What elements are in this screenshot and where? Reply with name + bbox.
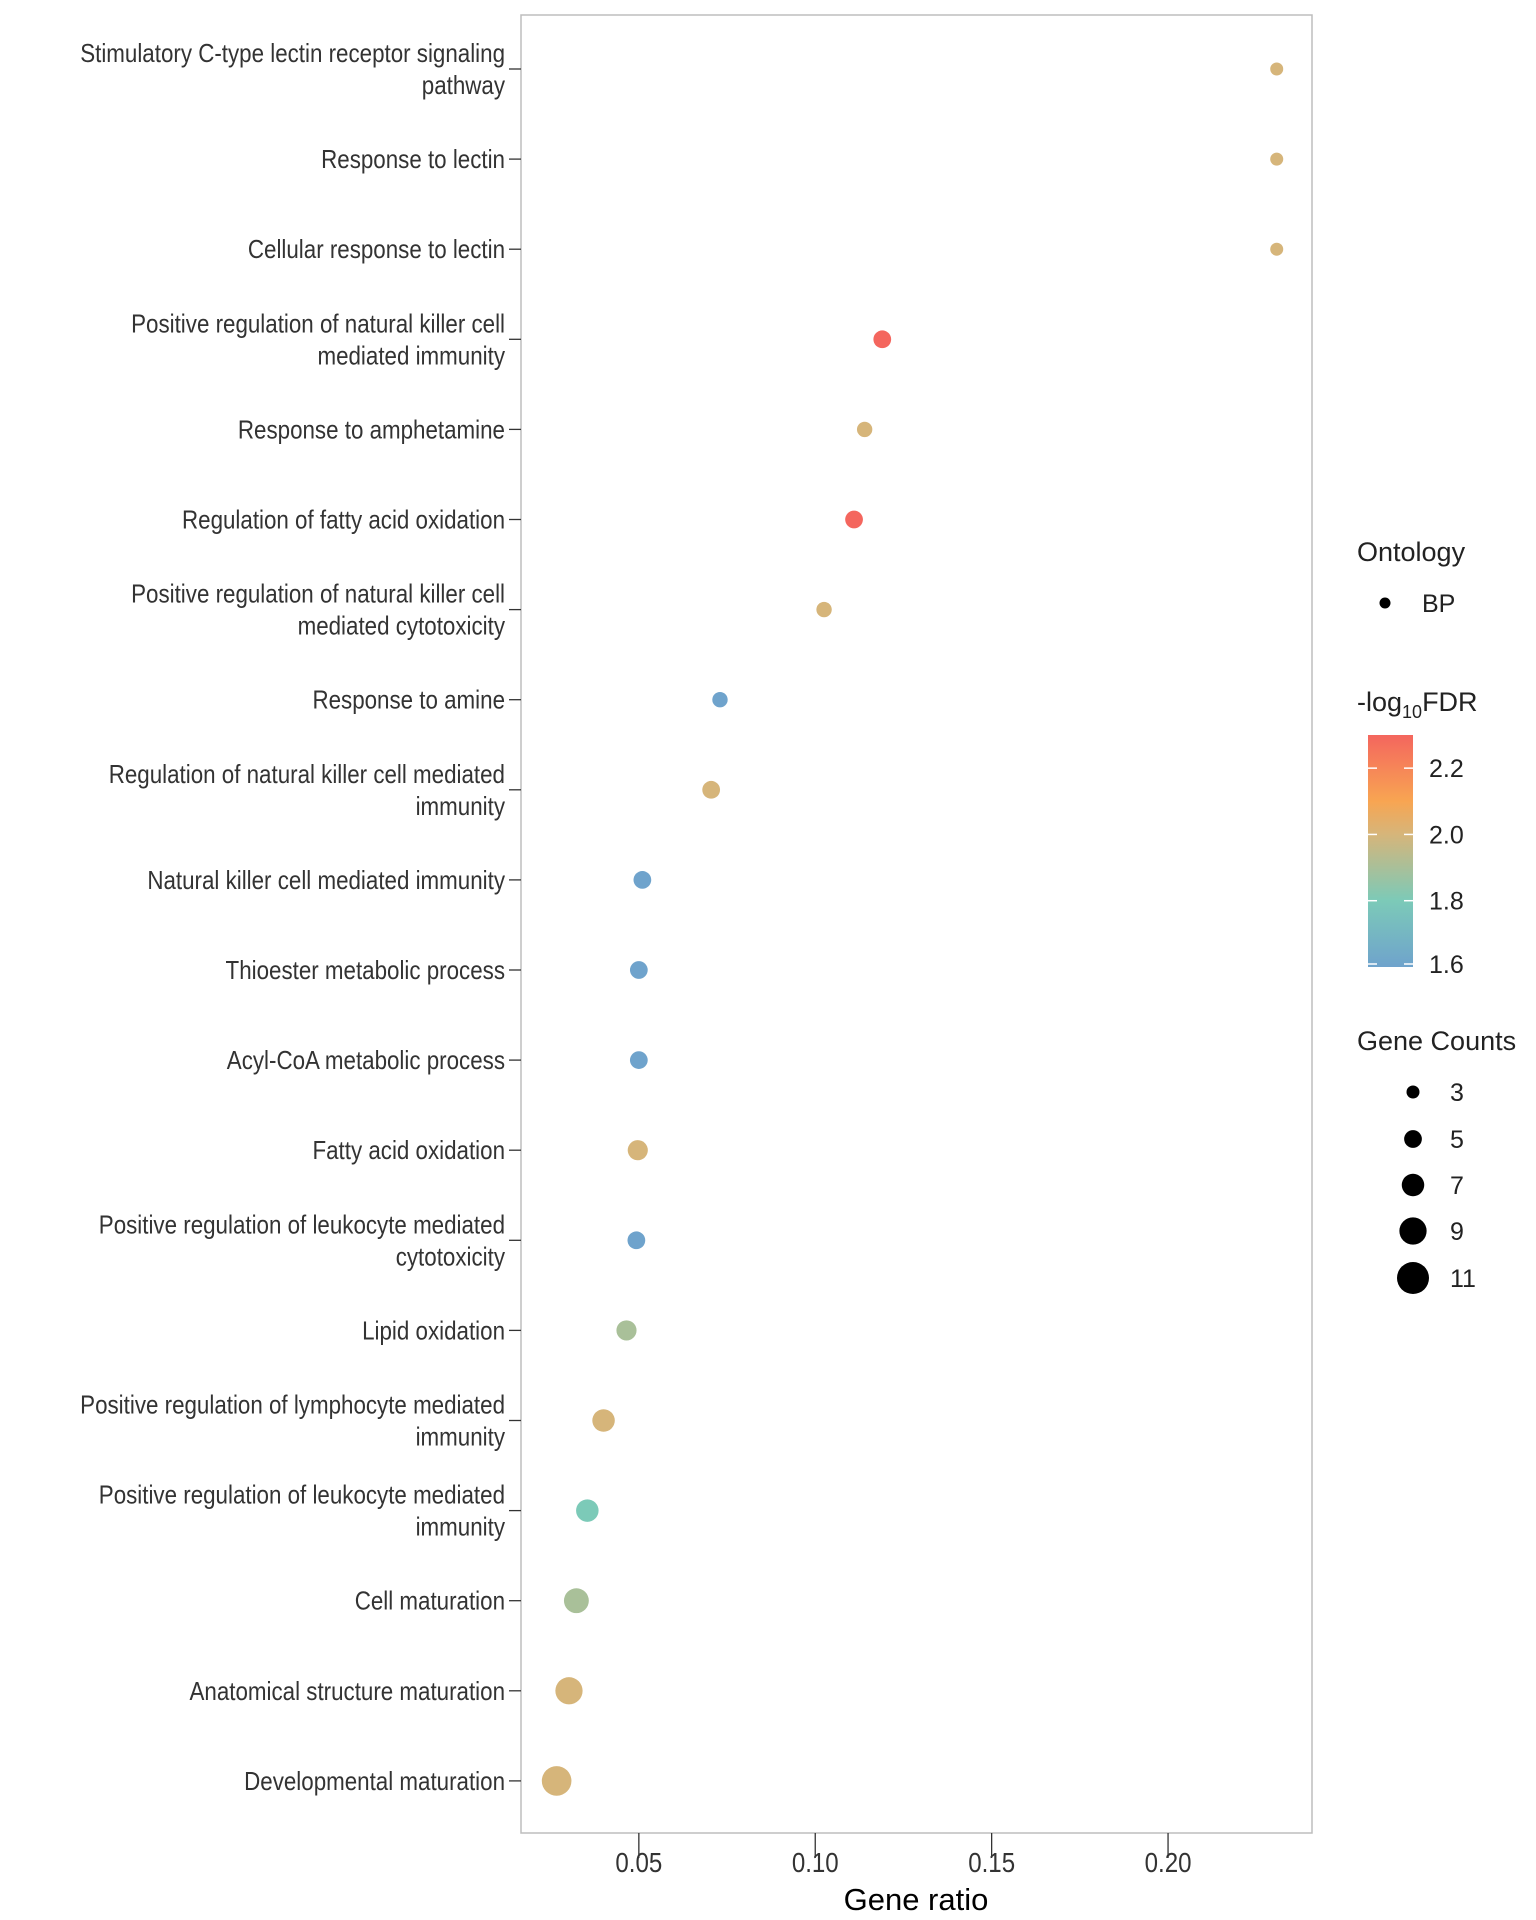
svg-text:Response to lectin: Response to lectin [321,146,505,175]
data-point [816,601,832,618]
y-tick-label: Acyl-CoA metabolic process [227,1047,505,1076]
legend-size-dot [1401,1173,1425,1197]
y-tick-label: Cellular response to lectin [248,236,505,265]
legend-color: -log10FDR 2.2 2.0 1.8 1.6 [1357,687,1478,979]
colorbar [1368,735,1413,967]
svg-text:Fatty acid oxidation: Fatty acid oxidation [312,1137,505,1166]
y-tick-label: Cell maturation [355,1587,505,1616]
legend-size-label: 7 [1450,1172,1464,1200]
legend-size: Gene Counts 3 5 7 9 11 [1357,1026,1516,1294]
data-point [845,510,863,529]
colorbar-label: 1.6 [1429,951,1464,979]
data-point [627,1231,646,1250]
data-point [633,871,652,889]
data-point [616,1320,637,1341]
svg-text:Thioester metabolic process: Thioester metabolic process [226,956,505,985]
svg-text:Developmental maturation: Developmental maturation [244,1767,505,1796]
svg-text:Stimulatory C-type lectin rece: Stimulatory C-type lectin receptor signa… [80,39,506,100]
legend-size-dot [1404,1130,1422,1148]
y-tick-label: Anatomical structure maturation [190,1677,505,1706]
data-point [873,330,892,349]
x-tick-label: 0.15 [968,1846,1015,1878]
y-axis: Stimulatory C-type lectin receptor signa… [80,39,521,1796]
y-tick-label: Natural killer cell mediated immunity [147,866,505,895]
y-tick-label: Response to amine [312,686,505,715]
svg-text:0.05: 0.05 [615,1846,662,1878]
y-tick-label: Positive regulation of lymphocyte mediat… [80,1391,506,1452]
y-tick-label: Response to amphetamine [238,416,505,445]
svg-text:0.10: 0.10 [792,1846,839,1878]
plot-panel [520,14,1313,1834]
legend-size-label: 5 [1450,1126,1464,1154]
legend-size-dot [1397,1262,1429,1294]
data-point [629,1051,648,1069]
data-point [627,1140,648,1161]
data-point [541,1766,572,1796]
data-point [592,1409,615,1432]
svg-text:Positive regulation of lymphoc: Positive regulation of lymphocyte mediat… [80,1391,506,1452]
data-point [563,1588,589,1614]
data-point [1270,242,1284,256]
svg-text:Positive regulation of natural: Positive regulation of natural killer ce… [131,310,506,371]
y-tick-label: Regulation of natural killer cell mediat… [109,760,506,821]
data-point [702,780,721,799]
data-point [1270,62,1284,76]
legend-size-label: 9 [1450,1218,1464,1246]
y-tick-label: Positive regulation of natural killer ce… [131,580,506,641]
svg-text:Lipid oxidation: Lipid oxidation [362,1317,505,1346]
svg-text:Cellular response to lectin: Cellular response to lectin [248,236,505,265]
data-point [712,692,728,708]
legend-size-label: 11 [1450,1265,1476,1293]
y-tick-label: Response to lectin [321,146,505,175]
svg-text:Positive regulation of leukocy: Positive regulation of leukocyte mediate… [99,1481,506,1542]
svg-text:Acyl-CoA metabolic process: Acyl-CoA metabolic process [227,1047,505,1076]
colorbar-label: 2.0 [1429,821,1464,849]
svg-text:Regulation of natural killer c: Regulation of natural killer cell mediat… [109,760,506,821]
legend-ontology-title: Ontology [1357,537,1466,567]
x-axis-title: Gene ratio [844,1882,989,1917]
svg-text:Positive regulation of natural: Positive regulation of natural killer ce… [131,580,506,641]
svg-text:Natural killer cell mediated i: Natural killer cell mediated immunity [147,866,505,895]
data-point [1270,152,1284,166]
svg-text:Positive regulation of leukocy: Positive regulation of leukocyte mediate… [99,1211,506,1272]
legend-color-title: -log10FDR [1357,687,1478,722]
y-tick-label: Positive regulation of natural killer ce… [131,310,506,371]
data-point [555,1677,583,1705]
data-point [856,421,873,438]
legend-size-label: 3 [1450,1079,1464,1107]
svg-text:0.15: 0.15 [968,1846,1015,1878]
y-tick-label: Positive regulation of leukocyte mediate… [99,1481,506,1542]
y-tick-label: Stimulatory C-type lectin receptor signa… [80,39,506,100]
svg-text:0.20: 0.20 [1145,1846,1192,1878]
legend-ontology-dot [1379,597,1391,609]
legend-size-dot [1399,1217,1427,1245]
x-tick-label: 0.10 [792,1846,839,1878]
data-points [541,62,1284,1796]
x-tick-label: 0.20 [1145,1846,1192,1878]
y-tick-label: Developmental maturation [244,1767,505,1796]
legend-ontology: Ontology BP [1357,537,1466,618]
legend-size-title: Gene Counts [1357,1026,1516,1056]
colorbar-label: 2.2 [1429,755,1464,783]
legend-size-dot [1406,1085,1420,1099]
y-tick-label: Regulation of fatty acid oxidation [182,506,505,535]
svg-text:Regulation of fatty acid oxida: Regulation of fatty acid oxidation [182,506,505,535]
y-tick-label: Thioester metabolic process [226,956,505,985]
data-point [576,1499,599,1522]
svg-text:Cell maturation: Cell maturation [355,1587,505,1616]
x-axis: 0.05 0.10 0.15 0.20 [615,1833,1191,1878]
y-tick-label: Positive regulation of leukocyte mediate… [99,1211,506,1272]
x-tick-label: 0.05 [615,1846,662,1878]
y-tick-label: Fatty acid oxidation [312,1137,505,1166]
legend-ontology-label: BP [1422,590,1455,618]
y-tick-label: Lipid oxidation [362,1317,505,1346]
svg-text:Response to amphetamine: Response to amphetamine [238,416,505,445]
data-point [629,961,648,979]
svg-text:Response to amine: Response to amine [312,686,505,715]
svg-text:Anatomical structure maturatio: Anatomical structure maturation [190,1677,505,1706]
colorbar-label: 1.8 [1429,888,1464,916]
